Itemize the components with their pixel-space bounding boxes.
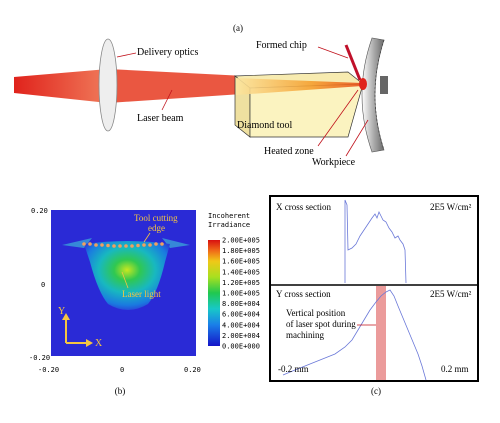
- colorbar-title-2: Irradiance: [208, 221, 250, 229]
- left-mm-label: -0.2 mm: [278, 364, 309, 374]
- laser-beam-input: [14, 69, 108, 103]
- formed-chip-leader: [317, 46, 349, 59]
- laser-spot-band: [376, 286, 386, 380]
- heated-zone-leader: [317, 89, 359, 147]
- edge-marker: [160, 242, 164, 246]
- colorbar-tick-label: 0.00E+000: [222, 343, 260, 351]
- workpiece-leader: [345, 119, 369, 157]
- colorbar: [208, 240, 220, 346]
- y-cross-section-trace: [282, 289, 427, 381]
- x-tick-mid: 0: [120, 366, 124, 374]
- delivery-optics-leader: [116, 52, 137, 58]
- edge-marker: [154, 242, 158, 246]
- x-cross-section-trace: [344, 199, 407, 284]
- y-tick-mid: 0: [41, 281, 45, 289]
- laser-spot: [84, 241, 170, 310]
- panel-a: (a) Delivery optics Laser beam Formed ch…: [14, 23, 388, 168]
- right-mm-label: 0.2 mm: [441, 364, 469, 374]
- laser-light-label: Laser light: [122, 289, 161, 299]
- y-axis-label: Y: [58, 306, 65, 317]
- edge-marker: [130, 244, 134, 248]
- y-section-title: Y cross section: [276, 289, 331, 299]
- heated-zone-label: Heated zone: [264, 146, 314, 157]
- diamond-tool-label: Diamond tool: [237, 120, 292, 131]
- colorbar-tick-label: 1.00E+005: [222, 290, 260, 298]
- colorbar-tick-label: 1.20E+005: [222, 279, 260, 287]
- y-section-scale: 2E5 W/cm²: [430, 289, 472, 299]
- workpiece-label: Workpiece: [312, 157, 356, 168]
- panel-c-frame: [269, 195, 479, 382]
- colorbar-ticks: 2.00E+005 1.80E+005 1.60E+005 1.40E+005 1.20…: [222, 237, 260, 351]
- edge-marker: [112, 244, 116, 248]
- tool-edge-markers: [82, 242, 164, 248]
- laser-light-leader: [121, 271, 129, 289]
- colorbar-title-1: Incoherent: [208, 212, 250, 220]
- workpiece-disc: [361, 37, 385, 153]
- panel-b-label: (b): [115, 386, 126, 396]
- x-axis-label: X: [95, 338, 103, 349]
- laser-in-tool: [236, 78, 362, 95]
- edge-marker: [148, 243, 152, 247]
- edge-marker: [100, 243, 104, 247]
- y-tick-bottom: -0.20: [29, 354, 50, 362]
- x-section-scale: 2E5 W/cm²: [430, 202, 472, 212]
- panel-c: X cross section 2E5 W/cm² Y cross sectio…: [269, 195, 479, 396]
- formed-chip: [344, 44, 362, 81]
- edge-marker: [142, 243, 146, 247]
- annot-line-2: of laser spot during: [286, 319, 356, 329]
- workpiece-edge: [374, 39, 385, 151]
- edge-marker: [124, 244, 128, 248]
- edge-marker: [94, 243, 98, 247]
- tool-edge-leader: [143, 232, 151, 243]
- tool-edge-label-1: Tool cutting: [134, 213, 178, 223]
- colorbar-tick-label: 4.00E+004: [222, 321, 260, 329]
- colorbar-tick-label: 2.00E+004: [222, 332, 260, 340]
- colorbar-tick-label: 1.40E+005: [222, 268, 260, 276]
- edge-marker: [82, 242, 86, 246]
- panel-a-label: (a): [233, 23, 243, 33]
- x-tick-left: -0.20: [38, 366, 59, 374]
- y-tick-top: 0.20: [31, 207, 48, 215]
- workpiece-hub: [380, 76, 388, 94]
- annot-line-3: machining: [286, 330, 324, 340]
- y-arrowhead: [62, 313, 70, 320]
- lens: [98, 38, 118, 132]
- colorbar-tick-label: 2.00E+005: [222, 237, 260, 245]
- edge-marker: [118, 244, 122, 248]
- laser-beam-label: Laser beam: [137, 113, 184, 124]
- x-tick-right: 0.20: [184, 366, 201, 374]
- delivery-optics-label: Delivery optics: [137, 47, 198, 58]
- annot-line-1: Vertical position: [286, 308, 346, 318]
- panel-c-label: (c): [371, 386, 381, 396]
- colorbar-tick-label: 1.80E+005: [222, 247, 260, 255]
- heated-zone-spot: [359, 78, 367, 90]
- panel-b: Tool cutting edge Laser light Y X 0.20 0…: [29, 207, 260, 396]
- tool-edge-label-2: edge: [148, 223, 165, 233]
- laser-beam-leader: [161, 89, 173, 111]
- colorbar-tick-label: 6.00E+004: [222, 311, 260, 319]
- colorbar-tick-label: 8.00E+004: [222, 300, 260, 308]
- formed-chip-label: Formed chip: [256, 40, 307, 51]
- edge-marker: [88, 242, 92, 246]
- colorbar-tick-label: 1.60E+005: [222, 258, 260, 266]
- x-section-title: X cross section: [276, 202, 331, 212]
- x-arrowhead: [86, 339, 93, 347]
- edge-marker: [136, 243, 140, 248]
- edge-marker: [106, 243, 110, 248]
